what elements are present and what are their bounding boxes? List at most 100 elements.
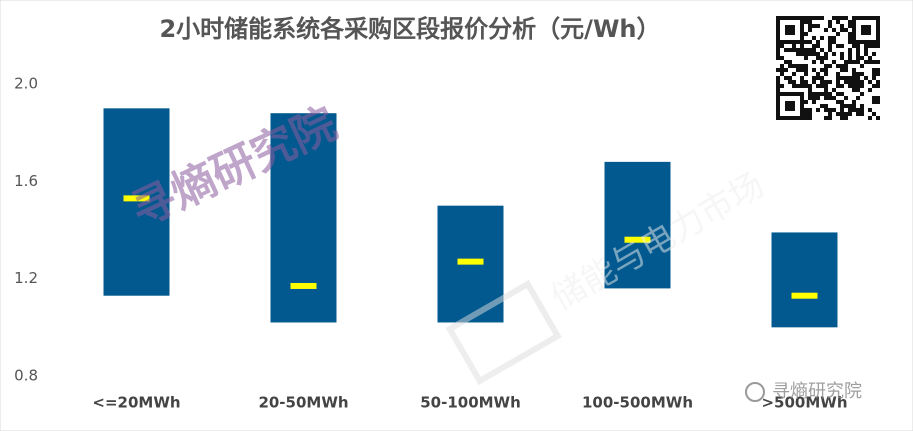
- qr-cell: [824, 72, 828, 76]
- wechat-icon: [745, 382, 765, 402]
- qr-cell: [816, 108, 820, 112]
- qr-cell: [868, 108, 872, 112]
- qr-cell: [832, 88, 836, 92]
- qr-cell: [820, 104, 824, 108]
- qr-cell: [876, 84, 880, 88]
- qr-finder: [852, 16, 880, 44]
- qr-cell: [812, 96, 816, 100]
- qr-cell: [816, 96, 820, 100]
- qr-cell: [824, 68, 828, 72]
- qr-cell: [804, 64, 808, 68]
- qr-cell: [848, 32, 852, 36]
- qr-cell: [804, 52, 808, 56]
- qr-cell: [872, 112, 876, 116]
- qr-cell: [776, 84, 780, 88]
- y-tick-label: 0.8: [14, 367, 38, 385]
- qr-cell: [804, 48, 808, 52]
- qr-cell: [788, 60, 792, 64]
- qr-cell: [872, 100, 876, 104]
- qr-cell: [792, 64, 796, 68]
- qr-cell: [852, 72, 856, 76]
- qr-cell: [832, 60, 836, 64]
- qr-cell: [808, 84, 812, 88]
- qr-cell: [808, 28, 812, 32]
- qr-cell: [776, 44, 780, 48]
- qr-cell: [820, 68, 824, 72]
- qr-cell: [804, 72, 808, 76]
- y-tick-label: 2.0: [14, 75, 38, 93]
- qr-cell: [816, 56, 820, 60]
- qr-cell: [804, 16, 808, 20]
- qr-cell: [828, 96, 832, 100]
- qr-cell: [784, 60, 788, 64]
- qr-cell: [868, 116, 872, 120]
- qr-cell: [836, 80, 840, 84]
- qr-cell: [836, 16, 840, 20]
- qr-cell: [856, 76, 860, 80]
- qr-cell: [864, 76, 868, 80]
- qr-cell: [820, 56, 824, 60]
- qr-cell: [812, 80, 816, 84]
- qr-cell: [848, 104, 852, 108]
- qr-cell: [848, 52, 852, 56]
- qr-cell: [872, 76, 876, 80]
- qr-cell: [828, 36, 832, 40]
- qr-cell: [808, 116, 812, 120]
- qr-cell: [836, 32, 840, 36]
- qr-cell: [856, 88, 860, 92]
- qr-cell: [848, 76, 852, 80]
- qr-cell: [816, 76, 820, 80]
- qr-cell: [812, 44, 816, 48]
- qr-cell: [840, 16, 844, 20]
- qr-cell: [872, 52, 876, 56]
- qr-cell: [836, 72, 840, 76]
- qr-cell: [840, 28, 844, 32]
- qr-cell: [856, 44, 860, 48]
- qr-cell: [828, 92, 832, 96]
- qr-cell: [800, 80, 804, 84]
- qr-cell: [816, 40, 820, 44]
- qr-cell: [800, 68, 804, 72]
- qr-cell: [848, 108, 852, 112]
- qr-cell: [780, 56, 784, 60]
- qr-cell: [780, 68, 784, 72]
- qr-cell: [840, 56, 844, 60]
- qr-cell: [816, 92, 820, 96]
- qr-cell: [860, 112, 864, 116]
- qr-cell: [800, 44, 804, 48]
- qr-cell: [812, 48, 816, 52]
- qr-cell: [796, 84, 800, 88]
- qr-cell: [840, 52, 844, 56]
- qr-cell: [808, 92, 812, 96]
- qr-cell: [832, 36, 836, 40]
- qr-cell: [780, 64, 784, 68]
- qr-cell: [784, 48, 788, 52]
- qr-cell: [876, 116, 880, 120]
- qr-cell: [828, 108, 832, 112]
- average-marker: [791, 292, 818, 299]
- qr-cell: [812, 92, 816, 96]
- qr-cell: [812, 52, 816, 56]
- qr-cell: [828, 48, 832, 52]
- qr-cell: [864, 60, 868, 64]
- qr-cell: [860, 80, 864, 84]
- x-tick-label: <=20MWh: [92, 394, 180, 412]
- qr-cell: [820, 48, 824, 52]
- qr-cell: [836, 84, 840, 88]
- qr-cell: [832, 28, 836, 32]
- qr-cell: [848, 36, 852, 40]
- average-marker: [457, 258, 484, 265]
- qr-cell: [860, 84, 864, 88]
- qr-cell: [792, 48, 796, 52]
- qr-cell: [804, 116, 808, 120]
- chart-title: 2小时储能系统各采购区段报价分析（元/Wh）: [159, 15, 660, 43]
- qr-cell: [776, 88, 780, 92]
- qr-cell: [776, 52, 780, 56]
- qr-cell: [872, 60, 876, 64]
- qr-cell: [852, 84, 856, 88]
- qr-cell: [808, 108, 812, 112]
- qr-cell: [860, 92, 864, 96]
- qr-cell: [780, 44, 784, 48]
- qr-cell: [856, 48, 860, 52]
- qr-cell: [856, 108, 860, 112]
